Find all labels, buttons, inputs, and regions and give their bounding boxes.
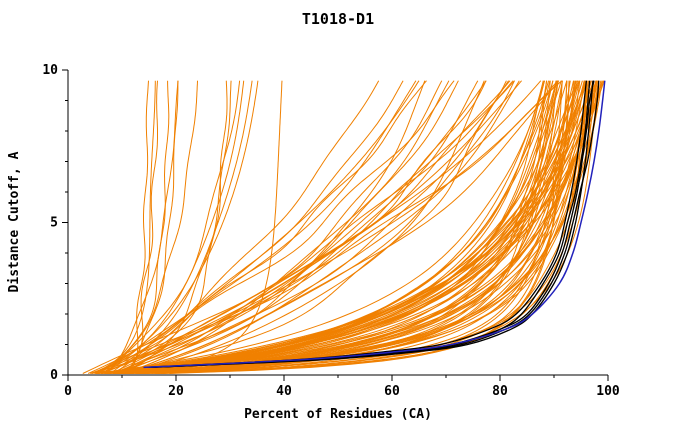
top-model-curve bbox=[148, 80, 600, 369]
y-tick-label: 5 bbox=[50, 216, 58, 231]
prediction-curve bbox=[137, 80, 563, 374]
prediction-curve bbox=[87, 80, 404, 374]
prediction-curve bbox=[129, 80, 485, 374]
x-tick-label: 100 bbox=[596, 384, 620, 399]
x-tick-label: 80 bbox=[492, 384, 508, 399]
prediction-curve bbox=[90, 80, 487, 374]
axes-group: 0 20 40 60 80 100 0 5 10 bbox=[42, 63, 620, 399]
prediction-curve bbox=[124, 80, 450, 374]
prediction-curve bbox=[117, 80, 507, 374]
x-tick-label: 60 bbox=[384, 384, 400, 399]
prediction-curve bbox=[121, 80, 443, 374]
x-tick-label: 0 bbox=[64, 384, 72, 399]
prediction-curve bbox=[91, 80, 156, 374]
prediction-curve bbox=[157, 80, 576, 374]
prediction-curve bbox=[126, 80, 579, 374]
prediction-curve bbox=[113, 80, 479, 374]
prediction-curve bbox=[117, 80, 511, 374]
x-tick-label: 20 bbox=[168, 384, 184, 399]
prediction-curve bbox=[95, 80, 228, 374]
prediction-curve bbox=[113, 80, 253, 374]
prediction-curve bbox=[82, 80, 514, 374]
y-tick-label: 0 bbox=[50, 368, 58, 383]
x-tick-label: 40 bbox=[276, 384, 292, 399]
prediction-curve bbox=[127, 80, 158, 374]
prediction-curve bbox=[100, 80, 245, 374]
prediction-curve bbox=[135, 80, 548, 374]
y-axis-label: Distance Cutoff, A bbox=[7, 151, 22, 292]
prediction-curve bbox=[128, 80, 149, 374]
x-axis-label: Percent of Residues (CA) bbox=[244, 407, 432, 422]
prediction-curve bbox=[113, 80, 515, 374]
best-model-curve-group bbox=[143, 80, 606, 369]
prediction-curve bbox=[139, 80, 571, 374]
prediction-curve bbox=[97, 80, 587, 374]
prediction-curve bbox=[97, 80, 417, 374]
prediction-curve bbox=[96, 80, 586, 374]
prediction-curve bbox=[112, 80, 599, 374]
prediction-curve bbox=[104, 80, 550, 374]
prediction-curve bbox=[97, 80, 259, 374]
prediction-curve bbox=[104, 80, 545, 374]
prediction-curve bbox=[113, 80, 522, 374]
prediction-curve bbox=[124, 80, 232, 374]
y-tick-label: 10 bbox=[42, 63, 58, 78]
prediction-curve bbox=[102, 80, 455, 374]
prediction-curve bbox=[106, 80, 179, 374]
chart-title: T1018-D1 bbox=[302, 10, 374, 28]
prediction-curve bbox=[94, 80, 170, 374]
prediction-curve bbox=[137, 80, 568, 374]
prediction-curve bbox=[123, 80, 283, 374]
top-model-curve bbox=[143, 80, 588, 369]
prediction-curve bbox=[113, 80, 568, 374]
prediction-curve bbox=[110, 80, 459, 374]
prediction-curve bbox=[105, 80, 241, 374]
prediction-curves-group bbox=[82, 80, 605, 374]
prediction-curve bbox=[104, 80, 558, 374]
prediction-curve bbox=[146, 80, 547, 374]
prediction-curve bbox=[123, 80, 179, 374]
prediction-curve bbox=[122, 80, 560, 374]
prediction-curve bbox=[102, 80, 380, 374]
prediction-curve bbox=[132, 80, 586, 374]
prediction-curve bbox=[125, 80, 510, 374]
prediction-curve bbox=[104, 80, 198, 374]
best-model-curve bbox=[143, 80, 606, 369]
